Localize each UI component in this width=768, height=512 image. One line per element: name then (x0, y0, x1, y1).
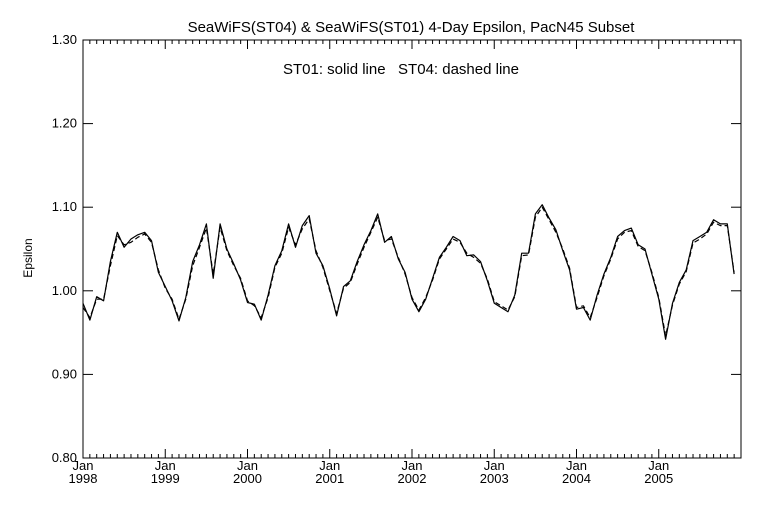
x-tick-month-label: Jan (73, 458, 94, 473)
line-style-annotation: ST01: solid line ST04: dashed line (283, 61, 519, 78)
st01-solid-line (82, 204, 735, 340)
y-tick-label: 1.00 (52, 283, 77, 298)
x-tick-month-label: Jan (648, 458, 669, 473)
x-tick-month-label: Jan (155, 458, 176, 473)
x-tick-month-label: Jan (566, 458, 587, 473)
x-tick-year-label: 2000 (233, 471, 262, 486)
x-tick-month-label: Jan (237, 458, 258, 473)
y-axis-label: Epsilon (21, 238, 35, 277)
y-tick-label: 1.20 (52, 116, 77, 131)
y-tick-label: 1.10 (52, 199, 77, 214)
x-tick-month-label: Jan (484, 458, 505, 473)
x-tick-year-label: 2002 (398, 471, 427, 486)
x-tick-month-label: Jan (319, 458, 340, 473)
x-tick-year-label: 2003 (480, 471, 509, 486)
x-tick-month-label: Jan (402, 458, 423, 473)
x-tick-year-label: 2005 (644, 471, 673, 486)
series-group (82, 204, 735, 340)
st04-dashed-line (82, 206, 735, 337)
x-tick-year-label: 2001 (315, 471, 344, 486)
x-tick-year-label: 1999 (151, 471, 180, 486)
x-axis: Jan1998Jan1999Jan2000Jan2001Jan2002Jan20… (69, 40, 742, 486)
chart-title: SeaWiFS(ST04) & SeaWiFS(ST01) 4-Day Epsi… (188, 19, 636, 36)
y-tick-label: 0.80 (52, 450, 77, 465)
y-axis: 0.80 0.90 1.00 1.10 1.20 1.30 (52, 32, 741, 465)
x-tick-year-label: 2004 (562, 471, 591, 486)
y-tick-label: 1.30 (52, 32, 77, 47)
y-tick-label: 0.90 (52, 366, 77, 381)
x-tick-year-label: 1998 (69, 471, 98, 486)
